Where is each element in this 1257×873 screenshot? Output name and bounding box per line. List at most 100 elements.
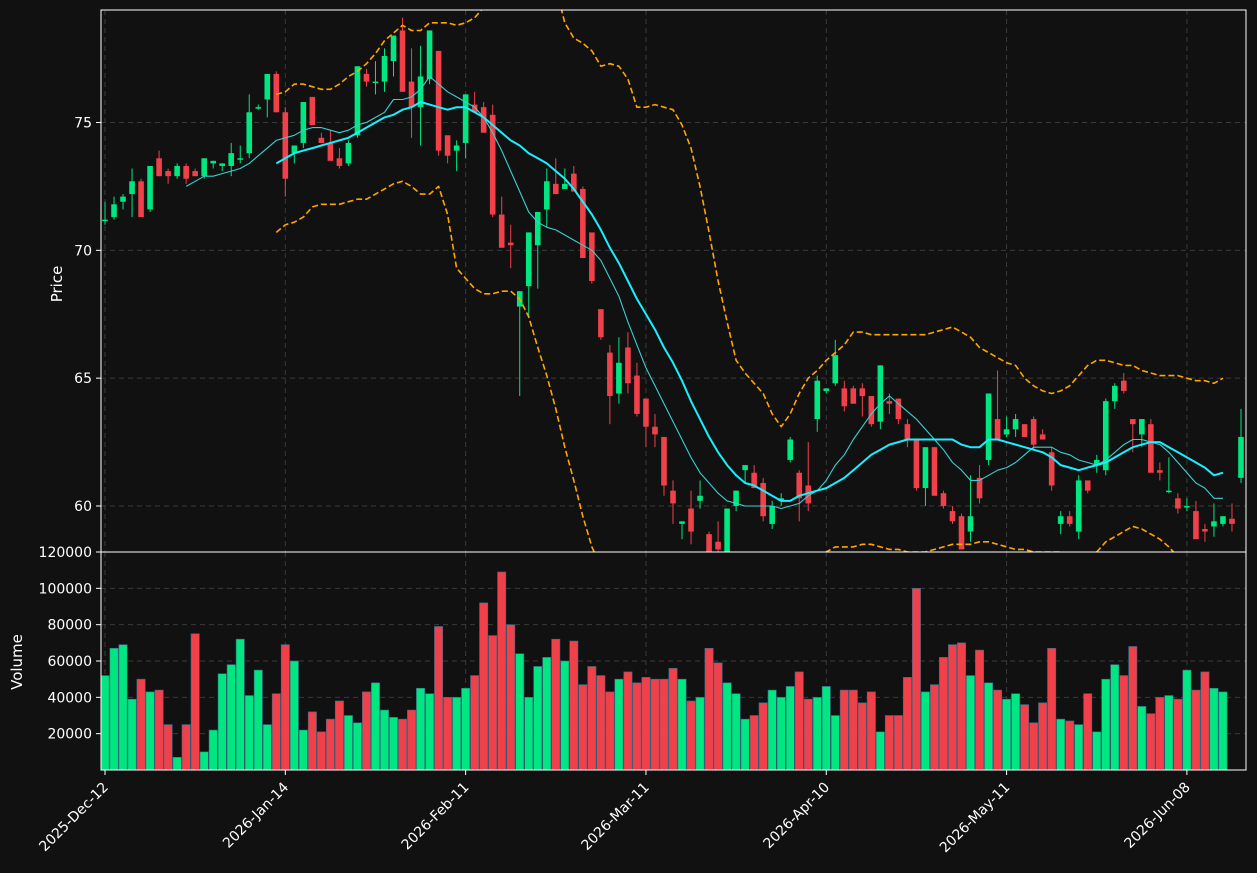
price-tick-label: 70 — [74, 243, 92, 259]
volume-bar — [875, 731, 885, 770]
candle-body — [841, 388, 848, 407]
volume-bar — [587, 666, 597, 770]
candle-body — [534, 211, 541, 246]
candle-body — [354, 66, 361, 136]
volume-bar — [352, 722, 362, 770]
volume-bar — [632, 682, 642, 770]
x-axis: 2025-Dec-12 2026-Jan-14 2026-Feb-11 2026-Ma… — [36, 770, 1194, 857]
volume-bar — [1173, 698, 1183, 770]
price-tick-label: 60 — [74, 499, 92, 515]
volume-bar — [650, 678, 660, 770]
candle-body — [174, 165, 180, 177]
volume-bar — [758, 702, 768, 770]
volume-tick-label: 120000 — [39, 545, 92, 561]
volume-bar — [659, 678, 669, 770]
volume-bar — [452, 697, 462, 770]
candle-body — [1030, 419, 1037, 445]
candle-body — [1003, 429, 1010, 435]
candle-body — [192, 171, 198, 177]
volume-bar — [722, 682, 732, 770]
candle-body — [1102, 401, 1109, 471]
x-tick-label: 2026-May-11 — [937, 780, 1014, 857]
candle-body — [129, 181, 135, 195]
candle-body — [994, 419, 1001, 440]
volume-bar — [298, 729, 308, 770]
volume-bar — [524, 697, 534, 770]
candle-body — [1039, 434, 1046, 440]
candle-body — [1111, 385, 1118, 402]
candle-body — [372, 81, 379, 84]
volume-bar — [1128, 646, 1138, 770]
volume-bar — [109, 647, 119, 770]
candle-body — [309, 96, 316, 126]
volume-bar — [857, 702, 867, 770]
candle-body — [787, 439, 794, 460]
candle-body — [1238, 436, 1244, 478]
volume-bar — [839, 689, 849, 770]
volume-bar — [1020, 704, 1030, 770]
candle-body — [1066, 516, 1073, 524]
volume-bar — [668, 667, 678, 770]
volume-bar — [289, 660, 299, 770]
candle-body — [237, 158, 244, 160]
candle-body — [733, 490, 739, 506]
candle-body — [1057, 516, 1064, 524]
volume-bar — [1137, 706, 1147, 770]
volume-bar — [1110, 664, 1120, 770]
x-tick-label: 2026-Jun-08 — [1121, 780, 1193, 852]
volume-bar — [1200, 671, 1210, 770]
volume-bar — [1065, 720, 1075, 770]
x-tick-label: 2026-Feb-11 — [399, 780, 473, 854]
candle-body — [390, 35, 397, 62]
volume-bar — [515, 653, 525, 770]
volume-bar — [316, 731, 326, 770]
volume-bar — [830, 715, 840, 770]
volume-bar — [533, 666, 543, 770]
candle-body — [120, 196, 126, 202]
volume-bar — [470, 675, 480, 770]
volume-bar — [776, 697, 786, 770]
volume-bar — [803, 698, 813, 770]
volume-bar — [902, 677, 912, 770]
candle-body — [1202, 528, 1208, 532]
volume-bar — [1002, 698, 1012, 770]
volume-bar — [542, 657, 552, 770]
candle-body — [715, 541, 721, 550]
volume-bar — [497, 571, 507, 770]
volume-bar — [253, 669, 263, 770]
volume-bar — [425, 693, 435, 770]
candle-body — [489, 114, 496, 215]
candle-body — [219, 163, 226, 166]
volume-bar — [1047, 647, 1057, 770]
candle-body — [643, 398, 649, 427]
price-panel: 60 65 70 75 — [74, 9, 1247, 553]
candle-body — [607, 352, 613, 397]
candle-body — [1120, 380, 1127, 391]
volume-bar — [136, 678, 146, 770]
volume-bar — [262, 724, 272, 770]
volume-bar — [560, 660, 570, 770]
volume-bar — [920, 691, 930, 770]
candle-body — [291, 145, 298, 154]
candle-body — [571, 173, 577, 192]
volume-bar — [812, 697, 822, 770]
candle-body — [1048, 452, 1055, 486]
candle-body — [931, 447, 938, 496]
volume-bar — [596, 675, 606, 770]
candle-body — [1193, 511, 1199, 540]
candle-body — [318, 137, 325, 143]
candle-body — [877, 365, 884, 422]
candle-body — [282, 112, 289, 179]
volume-bar — [244, 695, 254, 770]
volume-bar — [443, 697, 453, 770]
candle-body — [543, 181, 550, 210]
volume-bar — [695, 697, 705, 770]
volume-bar — [334, 700, 344, 770]
volume-bar — [172, 756, 182, 770]
candle-body — [760, 482, 766, 517]
candle-body — [958, 516, 965, 550]
x-tick-label: 2026-Apr-10 — [761, 780, 834, 853]
volume-bar — [434, 626, 444, 770]
candle-body — [616, 362, 622, 394]
candle-body — [165, 171, 171, 177]
